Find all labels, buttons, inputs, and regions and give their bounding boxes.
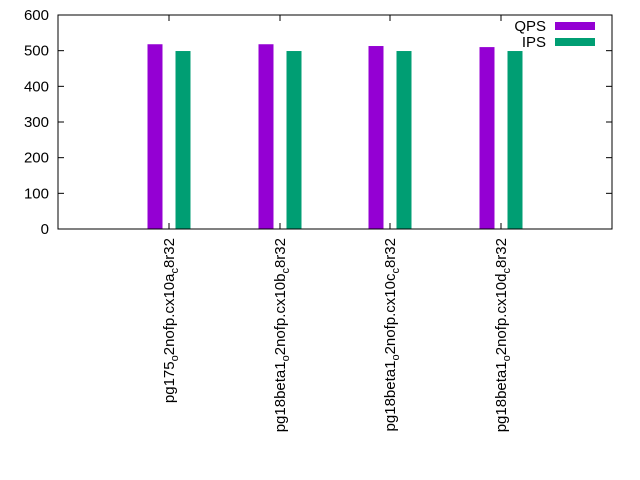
label-part: pg18beta1 xyxy=(272,361,289,432)
x-tick-labels: pg175o2nofp.cx10ac8r32pg18beta1o2nofp.cx… xyxy=(161,238,513,432)
label-part: 8r32 xyxy=(272,238,289,268)
bar-ips-1 xyxy=(175,51,191,230)
y-tick-label-200: 200 xyxy=(24,150,49,167)
x-tick-label-4: pg18beta1o2nofp.cx10dc8r32 xyxy=(493,238,513,432)
legend-label-ips: IPS xyxy=(522,34,546,51)
x-tick-label-1: pg175o2nofp.cx10ac8r32 xyxy=(161,238,181,403)
bars-layer xyxy=(147,44,523,230)
legend-swatch-ips xyxy=(555,38,595,46)
y-tick-label-100: 100 xyxy=(24,185,49,202)
label-part: 2nofp.cx10b xyxy=(272,274,289,356)
subscript: c xyxy=(390,268,402,274)
y-tick-label-500: 500 xyxy=(24,43,49,60)
label-part: 8r32 xyxy=(382,238,399,268)
axes-layer: 0 100 200 300 400 500 600 xyxy=(24,7,613,238)
legend-swatch-qps xyxy=(555,22,595,30)
label-part: 2nofp.cx10a xyxy=(161,273,178,355)
subscript: c xyxy=(169,268,181,274)
y-tick-label-400: 400 xyxy=(24,78,49,95)
bar-ips-3 xyxy=(396,51,412,230)
x-tick-label-2: pg18beta1o2nofp.cx10bc8r32 xyxy=(272,238,292,432)
label-part: pg175 xyxy=(161,361,178,403)
bar-qps-4 xyxy=(479,47,495,229)
subscript: o xyxy=(390,354,402,360)
subscript: o xyxy=(169,355,181,361)
label-part: pg18beta1 xyxy=(382,361,399,432)
subscript: c xyxy=(280,268,292,274)
y-tick-label-0: 0 xyxy=(41,221,49,238)
subscript: o xyxy=(501,355,513,361)
bar-qps-2 xyxy=(258,44,274,229)
bar-ips-2 xyxy=(286,51,302,230)
legend-label-qps: QPS xyxy=(514,18,546,35)
bar-qps-3 xyxy=(368,46,384,229)
bar-qps-1 xyxy=(147,44,163,229)
subscript: c xyxy=(501,268,513,274)
label-part: 8r32 xyxy=(493,238,510,268)
bar-ips-4 xyxy=(507,51,523,230)
y-tick-label-300: 300 xyxy=(24,114,49,131)
label-part: pg18beta1 xyxy=(493,361,510,432)
subscript: o xyxy=(280,355,292,361)
x-tick-label-3: pg18beta1o2nofp.cx10cc8r32 xyxy=(382,238,402,431)
y-tick-label-600: 600 xyxy=(24,7,49,24)
label-part: 8r32 xyxy=(161,238,178,268)
label-part: 2nofp.cx10c xyxy=(382,273,399,354)
label-part: 2nofp.cx10d xyxy=(493,274,510,356)
